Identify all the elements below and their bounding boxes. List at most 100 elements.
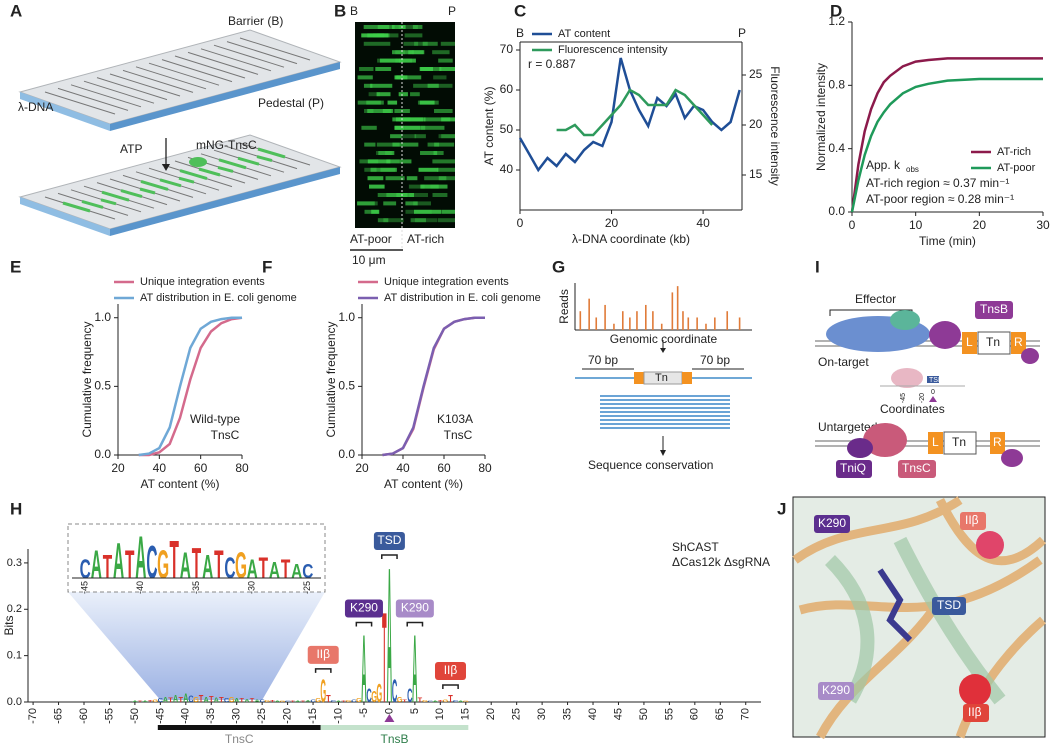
streak xyxy=(378,151,395,155)
label-box xyxy=(975,301,1013,319)
y2-tick-label: 15 xyxy=(749,167,763,181)
streak xyxy=(432,159,455,164)
inset-tick-label: -45 xyxy=(80,581,90,594)
streak xyxy=(441,209,455,214)
streak xyxy=(373,33,390,38)
y-axis-label: Reads xyxy=(557,289,571,324)
dna-ribbon xyxy=(792,496,1047,740)
end-box xyxy=(990,432,1005,454)
panel-label: I xyxy=(815,257,820,276)
streak xyxy=(387,100,398,105)
x-tick-label: 5 xyxy=(409,708,421,714)
streak xyxy=(399,58,416,63)
legend-label: Unique integration events xyxy=(384,276,509,288)
annotation-box xyxy=(395,599,434,618)
streak xyxy=(368,92,380,97)
streak xyxy=(375,151,392,155)
bound-protein xyxy=(257,147,286,159)
streak xyxy=(363,25,390,29)
streak xyxy=(420,151,438,155)
streak xyxy=(379,58,404,63)
streak xyxy=(414,41,428,46)
top-label: B xyxy=(516,26,524,40)
x-tick-label: 60 xyxy=(689,708,701,720)
streak xyxy=(427,83,439,88)
tn-box xyxy=(943,431,977,455)
label: -45 xyxy=(900,393,907,403)
streak xyxy=(357,201,378,206)
y-tick-label: 0.0 xyxy=(94,447,111,461)
bound-protein xyxy=(100,198,117,206)
x-tick-label: 30 xyxy=(536,708,548,720)
logo-letter: G xyxy=(229,695,235,704)
logo-letter: C xyxy=(285,701,290,703)
streak xyxy=(364,142,376,147)
logo-letter: C xyxy=(224,698,230,704)
data-line xyxy=(138,316,242,457)
dna-strand xyxy=(44,91,116,115)
streak xyxy=(433,151,444,155)
y-tick-label: 0.1 xyxy=(7,650,22,662)
logo-letter: T xyxy=(418,697,423,703)
annotation: K290 xyxy=(350,601,378,615)
logo-letter: A xyxy=(234,698,240,704)
platform-edge xyxy=(110,167,340,236)
streak xyxy=(410,218,427,223)
x-tick-label: 20 xyxy=(111,461,125,475)
logo-letter: A xyxy=(254,699,260,703)
streak xyxy=(391,25,406,29)
bound-protein xyxy=(198,167,221,177)
tsd-strand xyxy=(877,568,913,643)
x-tick-label: 50 xyxy=(638,708,650,720)
streak xyxy=(370,167,397,172)
streak xyxy=(359,159,379,164)
panel-i: Effector TnsB L Tn R On-target TSD -45 -… xyxy=(815,292,1040,478)
end-box xyxy=(634,372,644,384)
streak xyxy=(392,50,414,55)
y2-tick-label: 20 xyxy=(749,117,763,131)
streak xyxy=(418,167,439,172)
dna-strand xyxy=(187,51,259,75)
x-tick-label: -10 xyxy=(332,708,344,724)
label: 70 bp xyxy=(588,353,618,367)
panel-b: B P AT-poor AT-rich 10 μm xyxy=(350,4,456,267)
label-box xyxy=(963,704,989,722)
y-axis-label: Cumulative frequency xyxy=(324,321,338,437)
x-tick-label: -55 xyxy=(103,708,115,724)
annotation: AT-rich region ≈ 0.37 min⁻¹ xyxy=(866,176,1009,190)
streak xyxy=(375,67,392,71)
bar xyxy=(714,317,716,330)
label: 70 bp xyxy=(700,353,730,367)
streak xyxy=(413,209,442,214)
logo-letter: G xyxy=(320,673,326,709)
bar xyxy=(705,323,707,330)
streak xyxy=(409,193,429,197)
tnsb xyxy=(1001,449,1023,467)
x-tick-label: 65 xyxy=(714,708,726,720)
x-tick-label: -45 xyxy=(154,708,166,724)
logo-letter: T xyxy=(138,701,144,702)
y-tick-label: 1.0 xyxy=(94,310,111,324)
panel-label: E xyxy=(10,257,21,276)
region-bar xyxy=(157,725,321,730)
label: P xyxy=(448,4,456,18)
streak xyxy=(421,184,448,189)
annotation: Wild-type xyxy=(190,412,240,426)
bound-protein xyxy=(140,179,169,191)
logo-letter: C xyxy=(188,694,193,704)
y-tick-label: 1.2 xyxy=(828,14,845,28)
logo-letter: T xyxy=(219,695,224,704)
x-axis-label: λ-DNA coordinate (kb) xyxy=(572,232,690,246)
streak xyxy=(403,41,419,46)
legend-label: AT distribution in E. coli genome xyxy=(384,292,541,304)
x-tick-label: 30 xyxy=(1036,218,1050,232)
streak xyxy=(363,83,373,88)
bound-protein xyxy=(81,199,104,209)
x-tick-label: -15 xyxy=(307,708,319,724)
streak xyxy=(406,176,418,181)
bar xyxy=(613,323,615,330)
streak xyxy=(432,193,448,197)
logo-letter: G xyxy=(376,680,382,709)
label: ATP xyxy=(120,142,142,156)
